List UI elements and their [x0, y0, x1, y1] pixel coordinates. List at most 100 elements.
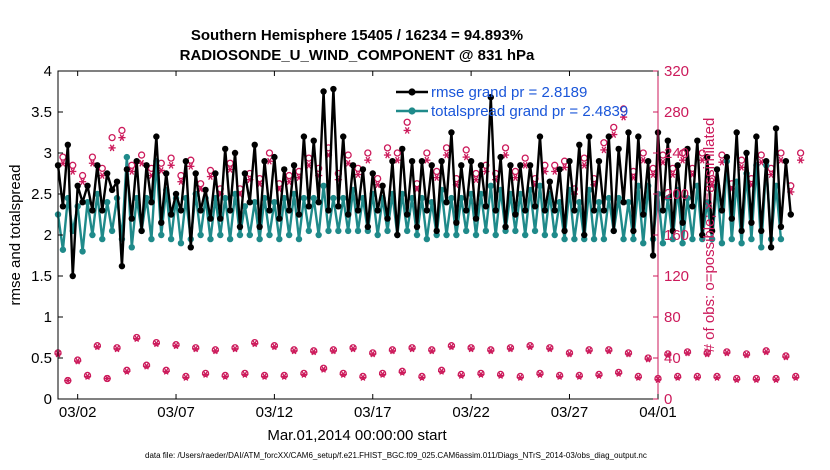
legend-spread-marker: [408, 107, 416, 115]
y-right-tick-label: 80: [664, 309, 681, 326]
totalspread-point: [522, 231, 529, 239]
rmse-point: [689, 203, 696, 210]
rmse-point: [758, 227, 765, 235]
obs-possible-point: [319, 364, 328, 372]
totalspread-point: [748, 235, 755, 243]
obs-possible-point: [703, 349, 711, 357]
totalspread-point: [59, 246, 67, 253]
totalspread-point: [148, 235, 155, 243]
rmse-point: [172, 190, 180, 198]
totalspread-point: [777, 235, 785, 243]
obs-possible-point: [378, 369, 387, 378]
obs-possible-point: [359, 372, 367, 381]
rmse-point: [59, 203, 67, 210]
rmse-point: [236, 223, 244, 230]
obs-assimilated-point: [462, 153, 470, 161]
y-right-tick-label: 240: [664, 145, 689, 162]
obs-possible-point: [536, 369, 544, 378]
totalspread-point: [541, 231, 549, 239]
obs-possible-point: [383, 144, 392, 152]
obs-possible-point: [123, 366, 131, 374]
rmse-point: [718, 207, 726, 214]
rmse-point: [290, 162, 298, 169]
obs-assimilated-point: [418, 374, 426, 381]
obs-assimilated-point: [501, 151, 510, 159]
rmse-point: [187, 244, 194, 251]
y-left-tick-label: 1.5: [31, 268, 52, 285]
rmse-point: [581, 231, 588, 239]
y-right-tick-label: 320: [664, 63, 689, 80]
totalspread-point: [246, 231, 254, 239]
totalspread-point: [305, 227, 313, 235]
totalspread-point: [536, 182, 544, 189]
totalspread-point: [630, 235, 637, 243]
rmse-point: [84, 182, 91, 189]
rmse-point: [679, 219, 686, 226]
totalspread-point: [590, 235, 598, 243]
obs-possible-point: [137, 151, 146, 159]
rmse-point: [600, 207, 608, 214]
rmse-point: [644, 158, 652, 165]
totalspread-point: [94, 190, 101, 198]
rmse-point: [354, 207, 362, 214]
obs-assimilated-point: [556, 373, 564, 380]
totalspread-point: [354, 227, 362, 235]
obs-assimilated-point: [142, 362, 151, 370]
rmse-point: [467, 158, 475, 165]
obs-possible-point: [113, 344, 121, 352]
obs-possible-point: [506, 344, 515, 352]
totalspread-point: [413, 231, 421, 239]
x-tick-label: 03/07: [157, 404, 195, 421]
obs-possible-point: [600, 139, 608, 147]
y-right-tick-label: 200: [664, 186, 689, 203]
obs-assimilated-point: [428, 347, 436, 355]
obs-possible-point: [610, 123, 618, 132]
y-right-tick-label: 0: [664, 391, 672, 408]
obs-assimilated-point: [241, 370, 249, 378]
obs-possible-point: [93, 342, 101, 350]
obs-assimilated-point: [364, 156, 372, 164]
obs-possible-point: [290, 346, 298, 354]
rmse-point: [349, 162, 357, 169]
rmse-point: [443, 199, 450, 206]
rmse-point: [167, 211, 175, 218]
obs-assimilated-point: [383, 151, 392, 159]
totalspread-point: [123, 153, 131, 161]
obs-assimilated-point: [447, 343, 456, 351]
totalspread-point: [222, 194, 229, 202]
totalspread-point: [374, 231, 381, 239]
y-left-tick-label: 2: [44, 227, 52, 244]
obs-possible-point: [201, 369, 210, 378]
obs-assimilated-point: [118, 134, 126, 142]
obs-assimilated-point: [339, 370, 347, 378]
rmse-point: [620, 199, 627, 206]
obs-possible-point: [128, 161, 136, 169]
obs-possible-point: [723, 348, 731, 356]
rmse-point: [546, 178, 554, 185]
totalspread-point: [384, 227, 391, 235]
obs-possible-point: [162, 366, 170, 374]
obs-possible-point: [605, 346, 613, 354]
rmse-point: [551, 207, 558, 214]
obs-possible-point: [428, 346, 436, 354]
obs-possible-point: [329, 346, 338, 354]
rmse-point: [222, 145, 229, 153]
rmse-point: [359, 166, 367, 173]
rmse-point: [674, 162, 681, 169]
obs-assimilated-point: [619, 113, 628, 121]
obs-possible-point: [251, 338, 259, 347]
obs-possible-point: [585, 346, 593, 354]
obs-possible-point: [310, 347, 318, 355]
obs-assimilated-point: [565, 350, 574, 358]
y-right-tick-label: 40: [664, 350, 681, 367]
obs-assimilated-point: [64, 377, 72, 384]
totalspread-point: [217, 231, 224, 239]
chart-title-line2: RADIOSONDE_U_WIND_COMPONENT @ 831 hPa: [180, 47, 535, 64]
rmse-point: [777, 223, 785, 230]
y-left-tick-label: 1: [44, 309, 52, 326]
obs-possible-point: [565, 349, 574, 357]
totalspread-point: [625, 199, 632, 206]
rmse-point: [699, 231, 706, 239]
rmse-point: [74, 182, 81, 189]
totalspread-point: [330, 194, 337, 202]
